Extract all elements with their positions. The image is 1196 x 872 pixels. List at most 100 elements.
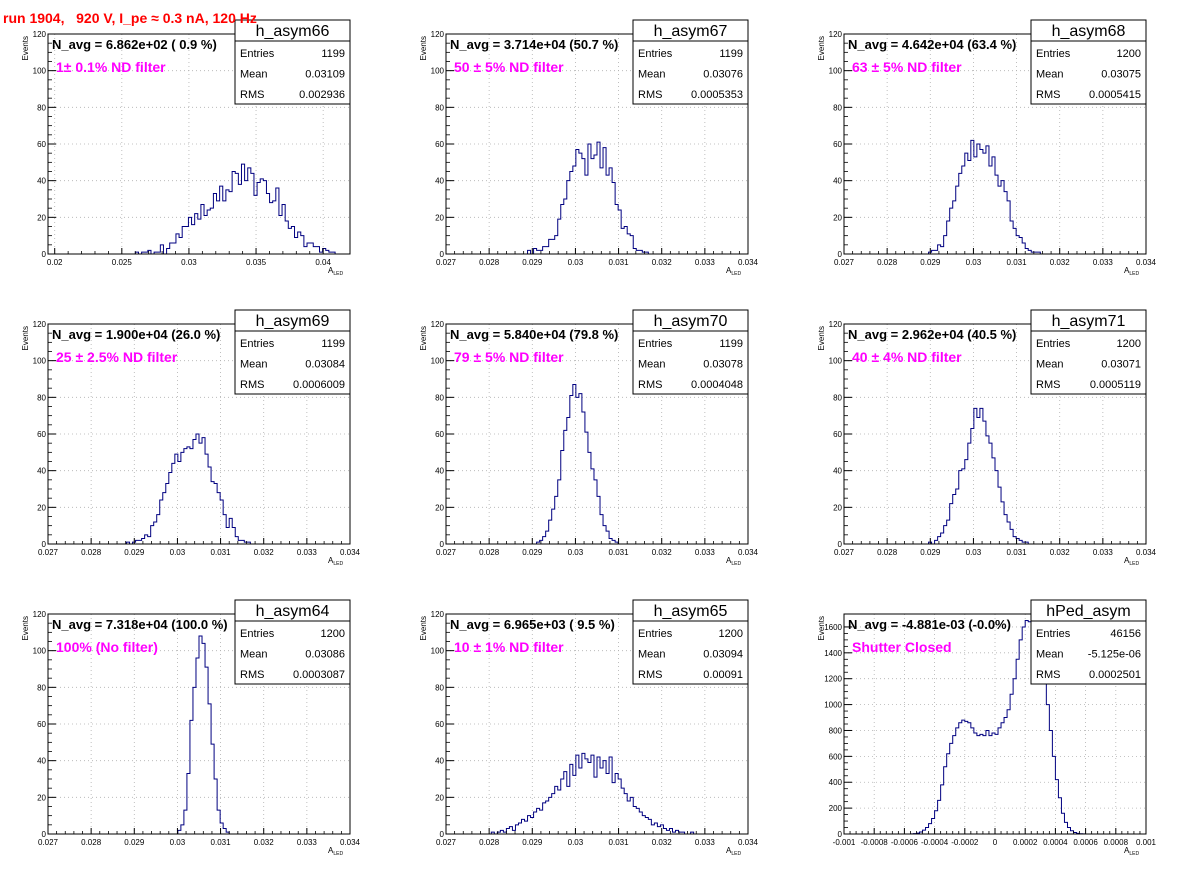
histogram-bin <box>193 440 196 545</box>
y-tick-label: 80 <box>37 683 46 692</box>
histogram-series <box>48 163 350 255</box>
navg-label: N_avg = 6.965e+03 ( 9.5 %) <box>450 617 615 632</box>
stat-rms-label: RMS <box>1036 379 1060 391</box>
histogram-bin <box>192 225 195 254</box>
histogram-bin <box>205 454 208 544</box>
y-tick-label: 20 <box>435 503 444 512</box>
y-tick-label: 100 <box>829 357 843 366</box>
histogram-bin <box>968 161 971 255</box>
histogram-bin <box>965 721 968 834</box>
histogram-bin <box>179 238 182 255</box>
histogram-bin <box>621 228 624 254</box>
x-tick-label: 0.032 <box>652 258 673 267</box>
y-tick-label: 80 <box>833 393 842 402</box>
histogram-bin <box>245 181 248 254</box>
stats-box <box>234 330 351 395</box>
stat-rms-label: RMS <box>638 379 662 391</box>
histogram-bin <box>971 429 974 545</box>
y-tick-label: 0 <box>838 540 843 549</box>
y-tick-label: 20 <box>833 503 842 512</box>
x-tick-label: 0.02 <box>47 258 63 267</box>
histogram-bin <box>184 449 187 544</box>
histogram-bin <box>971 728 974 834</box>
x-tick-label: 0.032 <box>1050 548 1071 557</box>
filter-label: 10 ± 1% ND filter <box>454 639 564 655</box>
histogram-bin <box>148 537 151 544</box>
x-axis-label-main: A <box>328 846 334 855</box>
histogram-bin <box>594 777 597 834</box>
y-tick-label: 60 <box>37 140 46 149</box>
histogram-series <box>48 433 350 545</box>
x-tick-label: 0.034 <box>340 548 361 557</box>
histogram-name: h_asym67 <box>654 23 728 40</box>
y-tick-label: 1200 <box>824 675 842 684</box>
y-tick-label: 20 <box>37 793 46 802</box>
y-tick-label: 40 <box>37 177 46 186</box>
histogram-bin <box>989 166 992 254</box>
stat-mean-label: Mean <box>240 649 268 661</box>
x-tick-label: 0.028 <box>81 548 102 557</box>
x-tick-label: 0.028 <box>877 548 898 557</box>
histogram-bin <box>995 175 998 254</box>
histogram-bin <box>178 462 181 545</box>
y-tick-label: 100 <box>829 67 843 76</box>
x-axis-label-main: A <box>1124 556 1130 565</box>
stat-entries-value: 1199 <box>719 338 743 350</box>
y-tick-label: 20 <box>435 793 444 802</box>
stats-box <box>632 40 749 105</box>
x-tick-label: 0.031 <box>609 258 630 267</box>
x-axis-label-sub: LED <box>333 561 343 567</box>
histogram-name: h_asym66 <box>256 23 330 40</box>
stat-rms-label: RMS <box>240 379 264 391</box>
x-tick-label: 0.0004 <box>1043 838 1068 847</box>
histogram-bin <box>567 418 570 545</box>
stat-rms-value: 0.0004048 <box>691 379 743 391</box>
filter-label: 50 ± 5% ND filter <box>454 59 564 75</box>
histogram-bin <box>238 184 241 254</box>
histogram-bin <box>950 743 953 834</box>
stat-entries-label: Entries <box>1036 48 1071 60</box>
stat-mean-label: Mean <box>1036 359 1064 371</box>
y-tick-label: 0 <box>838 250 843 259</box>
stat-entries-label: Entries <box>638 338 673 350</box>
y-axis-label: Events <box>419 616 428 640</box>
x-tick-label: 0.027 <box>436 548 457 557</box>
navg-label: N_avg = -4.881e-03 (-0.0%) <box>848 617 1011 632</box>
x-tick-label: 0.03 <box>966 548 982 557</box>
histogram-bin <box>579 394 582 544</box>
histogram-bin <box>175 454 178 544</box>
stat-entries-label: Entries <box>638 48 673 60</box>
histogram-bin <box>1007 710 1010 834</box>
histogram-panel-h_asym71: 0.027 0.028 0.029 0.03 0.031 0.032 0.033 0.034 0… <box>817 309 1157 567</box>
x-axis-label: ALED <box>328 556 343 567</box>
y-tick-label: 20 <box>833 213 842 222</box>
histogram-bin <box>953 736 956 834</box>
y-tick-label: 60 <box>833 140 842 149</box>
y-tick-label: 80 <box>833 103 842 112</box>
histogram-bin <box>546 247 549 254</box>
histogram-bin <box>633 807 636 835</box>
histogram-bin <box>187 447 190 544</box>
x-tick-label: 0.032 <box>254 548 275 557</box>
histogram-bin <box>217 201 220 254</box>
histogram-bin <box>223 201 226 254</box>
stats-box <box>234 620 351 685</box>
x-tick-label: -0.0006 <box>891 838 919 847</box>
x-axis-label: ALED <box>1124 846 1139 857</box>
histogram-bin <box>962 469 965 544</box>
histogram-bin <box>1019 640 1022 834</box>
y-axis-label: Events <box>817 616 826 640</box>
y-axis-label: Events <box>817 326 826 350</box>
stats-box <box>1030 620 1147 685</box>
x-axis-label: ALED <box>328 266 343 277</box>
histogram-bin <box>606 774 609 835</box>
y-axis-label: Events <box>21 36 30 60</box>
stat-entries-label: Entries <box>1036 628 1071 640</box>
histogram-bin <box>959 723 962 834</box>
y-tick-label: 100 <box>431 67 445 76</box>
x-axis-label-sub: LED <box>731 561 741 567</box>
x-tick-label: -0.0002 <box>951 838 979 847</box>
x-axis-label-main: A <box>726 556 732 565</box>
stat-entries-value: 1199 <box>321 338 345 350</box>
y-tick-label: 100 <box>33 647 47 656</box>
